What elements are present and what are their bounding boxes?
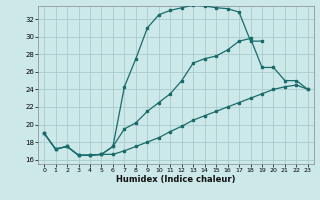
X-axis label: Humidex (Indice chaleur): Humidex (Indice chaleur) — [116, 175, 236, 184]
